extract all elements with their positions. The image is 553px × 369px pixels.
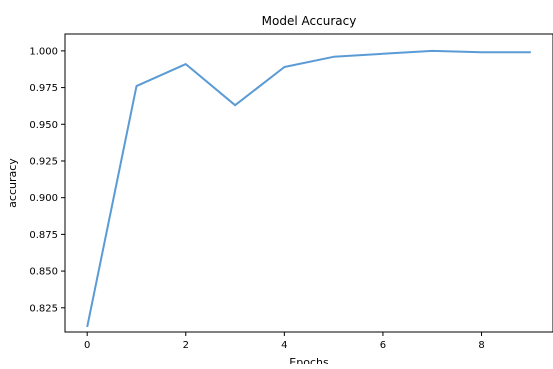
accuracy-line (86, 49, 531, 328)
x-tick-label: 6 (380, 340, 386, 351)
x-axis-label: Epochs (289, 356, 329, 364)
y-tick-label: 0.900 (29, 193, 58, 204)
y-tick-label: 0.925 (29, 156, 58, 167)
x-tick-label: 4 (281, 340, 287, 351)
x-axis: 0 2 4 6 8 (84, 332, 485, 351)
x-tick-label: 2 (183, 340, 189, 351)
y-axis: 0.825 0.850 0.875 0.900 0.925 0.950 0.975 1.000 (29, 46, 65, 314)
y-tick-label: 0.950 (29, 120, 58, 131)
y-tick-label: 0.975 (29, 83, 58, 94)
y-tick-label: 0.875 (29, 230, 58, 241)
plot-frame (64, 33, 553, 333)
y-tick-label: 0.850 (29, 267, 58, 278)
y-tick-label: 0.825 (29, 303, 58, 314)
y-tick-label: 1.000 (29, 46, 58, 57)
x-tick-label: 8 (478, 340, 484, 351)
series-layer (86, 49, 531, 328)
y-axis-label: accuracy (6, 158, 19, 208)
x-tick-label: 0 (84, 340, 90, 351)
chart-title: Model Accuracy (262, 14, 357, 28)
